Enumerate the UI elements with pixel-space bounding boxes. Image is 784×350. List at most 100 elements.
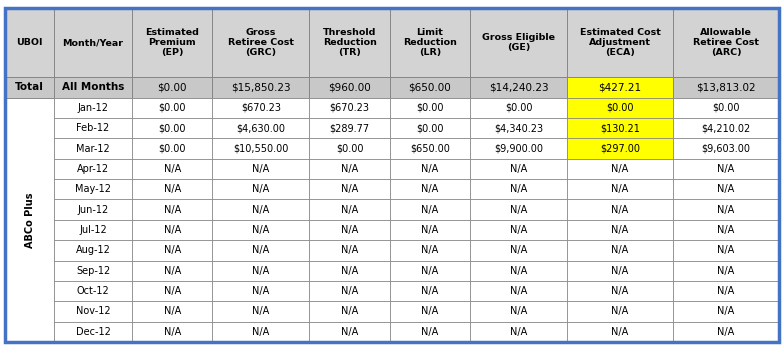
Bar <box>310 159 390 179</box>
Text: N/A: N/A <box>164 225 181 235</box>
Bar <box>54 260 132 281</box>
Bar <box>673 179 779 200</box>
Bar <box>212 159 310 179</box>
Bar <box>132 98 212 118</box>
Bar <box>470 77 567 98</box>
Bar <box>5 77 54 98</box>
Text: $960.00: $960.00 <box>328 83 371 92</box>
Bar <box>390 118 470 138</box>
Text: Month/Year: Month/Year <box>63 38 124 47</box>
Bar <box>673 77 779 98</box>
Text: N/A: N/A <box>612 327 629 337</box>
Text: N/A: N/A <box>164 164 181 174</box>
Text: N/A: N/A <box>252 266 270 276</box>
Bar <box>132 322 212 342</box>
Text: N/A: N/A <box>252 245 270 256</box>
Text: $9,603.00: $9,603.00 <box>702 144 750 154</box>
Text: $0.00: $0.00 <box>606 103 633 113</box>
Text: N/A: N/A <box>510 286 527 296</box>
Bar <box>212 118 310 138</box>
Bar <box>673 138 779 159</box>
Text: N/A: N/A <box>164 307 181 316</box>
Text: $297.00: $297.00 <box>600 144 640 154</box>
Bar <box>310 199 390 220</box>
Bar <box>673 322 779 342</box>
Bar <box>54 281 132 301</box>
Text: N/A: N/A <box>717 266 735 276</box>
Bar <box>54 77 132 98</box>
Bar <box>212 240 310 260</box>
Text: Limit
Reduction
(LR): Limit Reduction (LR) <box>403 28 457 57</box>
Bar <box>310 322 390 342</box>
Text: $14,240.23: $14,240.23 <box>488 83 548 92</box>
Bar <box>673 220 779 240</box>
Text: N/A: N/A <box>252 225 270 235</box>
Bar <box>673 8 779 77</box>
Text: N/A: N/A <box>252 184 270 194</box>
Text: $130.21: $130.21 <box>600 123 640 133</box>
Text: N/A: N/A <box>164 266 181 276</box>
Bar <box>212 179 310 200</box>
Bar <box>673 260 779 281</box>
Bar <box>390 179 470 200</box>
Text: N/A: N/A <box>717 307 735 316</box>
Text: N/A: N/A <box>510 184 527 194</box>
Text: $0.00: $0.00 <box>416 123 444 133</box>
Bar <box>310 138 390 159</box>
Bar <box>390 240 470 260</box>
Bar <box>132 220 212 240</box>
Text: $4,340.23: $4,340.23 <box>494 123 543 133</box>
Text: $289.77: $289.77 <box>329 123 370 133</box>
Bar <box>390 322 470 342</box>
Text: $4,630.00: $4,630.00 <box>237 123 285 133</box>
Text: N/A: N/A <box>341 307 358 316</box>
Bar <box>567 8 673 77</box>
Bar <box>54 240 132 260</box>
Text: Apr-12: Apr-12 <box>77 164 109 174</box>
Bar <box>310 240 390 260</box>
Bar <box>132 301 212 322</box>
Text: Sep-12: Sep-12 <box>76 266 111 276</box>
Bar <box>470 260 567 281</box>
Bar <box>567 159 673 179</box>
Text: $0.00: $0.00 <box>713 103 740 113</box>
Text: N/A: N/A <box>341 205 358 215</box>
Bar <box>132 260 212 281</box>
Bar <box>390 138 470 159</box>
Bar <box>673 199 779 220</box>
Text: N/A: N/A <box>612 307 629 316</box>
Text: N/A: N/A <box>510 164 527 174</box>
Text: Jun-12: Jun-12 <box>78 205 109 215</box>
Text: N/A: N/A <box>612 225 629 235</box>
Bar <box>390 98 470 118</box>
Bar <box>132 199 212 220</box>
Bar <box>567 138 673 159</box>
Text: Feb-12: Feb-12 <box>77 123 110 133</box>
Text: N/A: N/A <box>717 205 735 215</box>
Bar <box>54 159 132 179</box>
Bar <box>5 8 54 77</box>
Bar <box>567 77 673 98</box>
Bar <box>390 260 470 281</box>
Bar <box>54 138 132 159</box>
Text: Jul-12: Jul-12 <box>79 225 107 235</box>
Bar <box>673 118 779 138</box>
Text: N/A: N/A <box>341 225 358 235</box>
Bar <box>470 179 567 200</box>
Text: N/A: N/A <box>510 307 527 316</box>
Text: N/A: N/A <box>510 266 527 276</box>
Text: Dec-12: Dec-12 <box>76 327 111 337</box>
Text: N/A: N/A <box>164 286 181 296</box>
Bar <box>310 220 390 240</box>
Bar <box>390 199 470 220</box>
Text: N/A: N/A <box>341 184 358 194</box>
Text: N/A: N/A <box>421 327 438 337</box>
Bar <box>132 118 212 138</box>
Bar <box>567 98 673 118</box>
Bar <box>54 179 132 200</box>
Text: $0.00: $0.00 <box>416 103 444 113</box>
Text: N/A: N/A <box>421 205 438 215</box>
Text: $0.00: $0.00 <box>336 144 363 154</box>
Bar <box>132 8 212 77</box>
Bar <box>5 98 54 342</box>
